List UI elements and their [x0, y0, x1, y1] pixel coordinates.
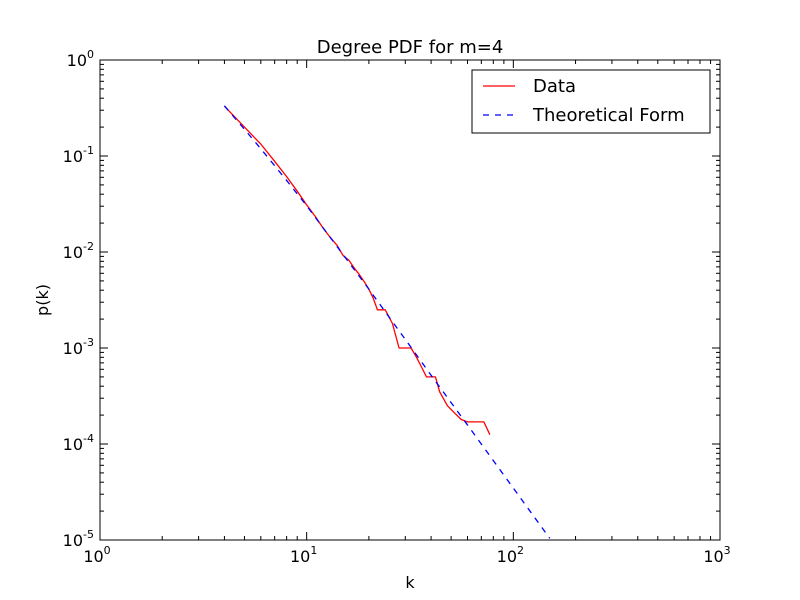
plot-content [223, 105, 551, 539]
axis-ticks: 100 101 102 103 10-5 10-4 10-3 10-2 10-1 100 [63, 48, 731, 566]
chart-title: Degree PDF for m=4 [317, 37, 504, 58]
y-tick-label: 10-4 [63, 432, 94, 454]
x-tick-label: 103 [703, 544, 730, 566]
legend-box [471, 69, 711, 134]
x-axis-label: k [405, 573, 415, 592]
theoretical-form-line [223, 105, 551, 539]
x-tick-label: 102 [497, 544, 524, 566]
data-series-line [223, 105, 491, 435]
legend-data-label: Data [533, 76, 576, 97]
y-tick-label: 10-2 [63, 240, 94, 262]
y-tick-label: 100 [67, 48, 94, 70]
legend-theoretical-label: Theoretical Form [532, 105, 685, 126]
y-tick-label: 10-3 [63, 336, 94, 358]
plot-area [100, 60, 720, 540]
y-axis-label: p(k) [33, 284, 52, 316]
series-layer [223, 105, 551, 539]
x-tick-label: 101 [290, 544, 317, 566]
x-tick-label: 100 [83, 544, 110, 566]
y-tick-label: 10-5 [63, 528, 94, 550]
y-tick-label: 10-1 [63, 144, 94, 166]
legend: Data Theoretical Form [471, 69, 711, 134]
axes-frame [99, 59, 721, 541]
